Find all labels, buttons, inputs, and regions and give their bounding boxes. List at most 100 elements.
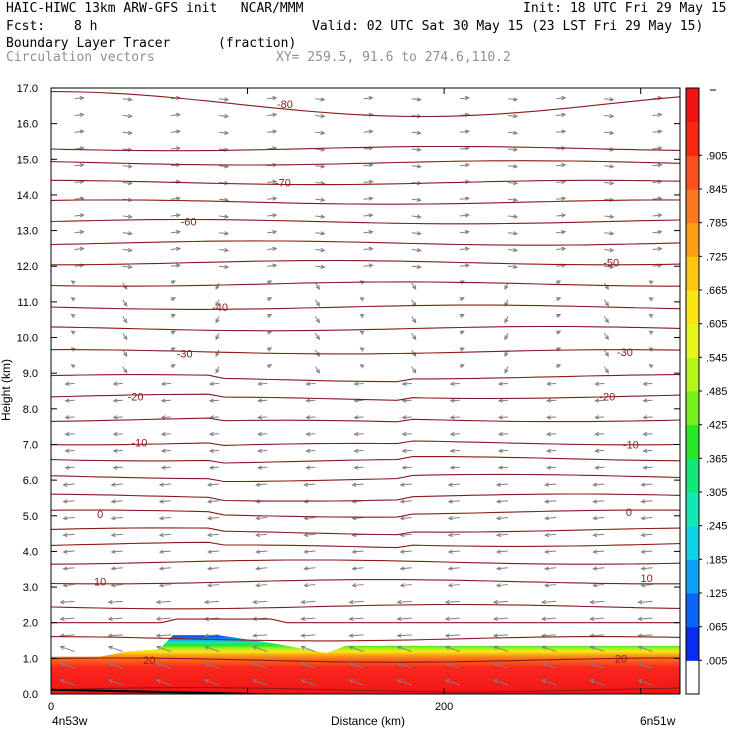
circulation-vector [215,366,220,374]
temperature-contour [51,179,680,186]
circulation-vector [257,448,268,454]
circulation-vector [556,162,567,168]
colorbar-label: .305 [706,487,727,499]
circulation-vector [396,679,412,686]
circulation-vector [110,516,123,521]
circulation-vector [303,566,316,571]
circulation-vector [206,482,220,487]
circulation-vector [589,616,605,622]
field-name: Boundary Layer Tracer [6,36,171,51]
circulation-vector [546,448,557,454]
circulation-vector [70,280,76,285]
circulation-vector [401,415,412,420]
temperature-contour [51,160,680,166]
circulation-vector [74,162,85,168]
contour-label: -30 [617,347,633,359]
circulation-vector [459,213,470,218]
circulation-vector [497,431,509,437]
circulation-vector [315,113,326,119]
circulation-vector [459,330,465,335]
circulation-vector [507,247,519,253]
circulation-vector [255,516,268,521]
circulation-vector [556,196,567,201]
circulation-vector [556,112,567,117]
circulation-vector [170,263,182,268]
circulation-vector [546,465,557,470]
circulation-vector [640,516,653,521]
circulation-vector [459,347,465,352]
contour-label: -20 [599,391,615,403]
circulation-vector [541,616,557,622]
temperature-contour [51,579,680,585]
circulation-vector [604,113,615,119]
circulation-vector [507,147,519,152]
circulation-vector [592,549,605,554]
circulation-vector [507,264,519,270]
circulation-vector [59,662,75,669]
circulation-vector [314,366,321,374]
circulation-vector [589,645,605,653]
circulation-vector [396,633,412,638]
circulation-vector [401,465,412,470]
circulation-vector [112,381,123,387]
circulation-vector [640,566,653,571]
circulation-vector [603,299,609,307]
circulation-vector [648,364,654,369]
circulation-vector [315,231,326,236]
figure-title: HAIC-HIWC 13km ARW-GFS init NCAR/MMM [6,1,304,16]
circulation-vector [652,229,663,235]
circulation-vector [348,679,364,686]
circulation-vector [74,95,85,101]
circulation-vector [158,549,171,554]
contour-label: -60 [181,217,197,229]
circulation-vector [266,364,273,369]
circulation-vector [74,246,85,252]
contour-label: -50 [603,258,619,270]
circulation-vector [155,599,171,605]
circulation-vector [348,662,364,669]
circulation-vector [215,299,220,307]
circulation-vector [315,247,326,253]
terrain-line [51,688,296,694]
circulation-vector [351,566,364,571]
circulation-vector [492,645,509,653]
circulation-vector [544,549,557,554]
y-tick-label: 6.0 [23,475,38,487]
circulation-vector [315,164,326,169]
colorbar-label: .545 [706,352,727,364]
circulation-vector [492,679,509,686]
colorbar-label: .185 [706,554,727,566]
circulation-vector [411,147,422,152]
circulation-vector [556,129,567,134]
circulation-vector [556,213,567,218]
y-tick-label: 4.0 [23,546,38,558]
colorbar-label: .905 [706,150,727,162]
circulation-vector [594,415,605,420]
temperature-contour [51,393,680,401]
circulation-vector [648,330,654,335]
circulation-vector [62,549,75,554]
circulation-vector [122,332,128,341]
circulation-vector [64,381,75,387]
circulation-vector [155,645,172,653]
circulation-vector [353,415,364,420]
circulation-vector [459,313,465,318]
circulation-vector [507,214,519,219]
circulation-vector [507,130,519,136]
circulation-vector [637,662,653,669]
circulation-vector [363,129,374,134]
circulation-vector [555,364,562,369]
circulation-vector [363,263,374,268]
circulation-vector [112,398,123,403]
contour-label: 10 [640,573,652,585]
circulation-vector [411,264,422,270]
circulation-vector [257,381,268,387]
colorbar-swatch [686,88,699,123]
circulation-vector [219,231,230,236]
circulation-vector [305,381,316,387]
x-end-label: 6n51w [640,714,676,728]
circulation-vector [603,316,609,324]
circulation-vector [449,381,460,387]
circulation-vector [62,532,75,538]
